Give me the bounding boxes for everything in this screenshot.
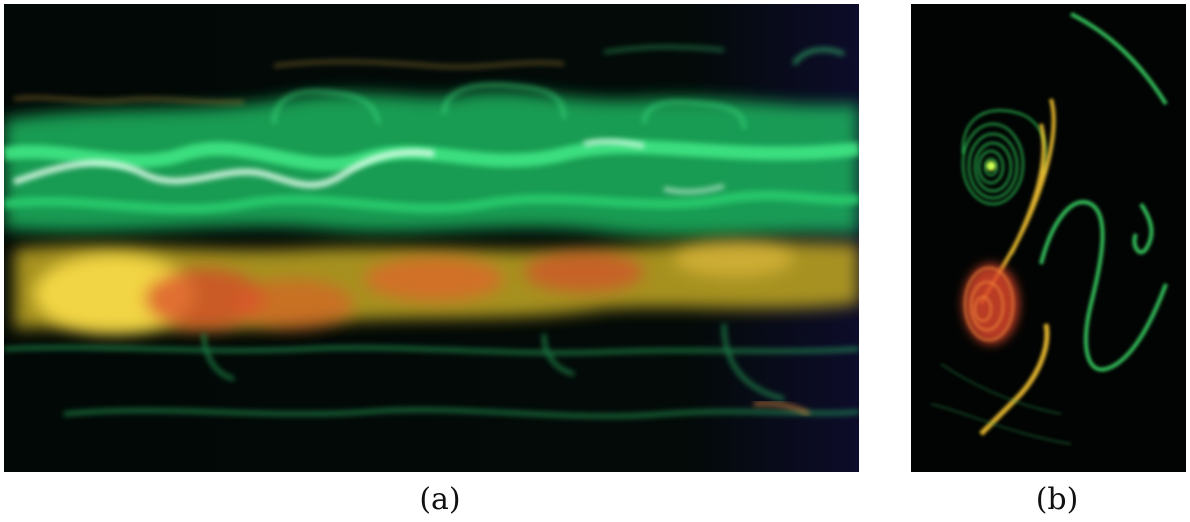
panel-a-caption: (a): [400, 480, 480, 520]
flow-visualization-photo-a: [4, 4, 859, 472]
panel-b-caption: (b): [1017, 480, 1097, 520]
photo-panel-a: [4, 4, 859, 472]
photo-panel-b: [911, 4, 1186, 472]
flow-visualization-photo-b: [911, 4, 1186, 472]
